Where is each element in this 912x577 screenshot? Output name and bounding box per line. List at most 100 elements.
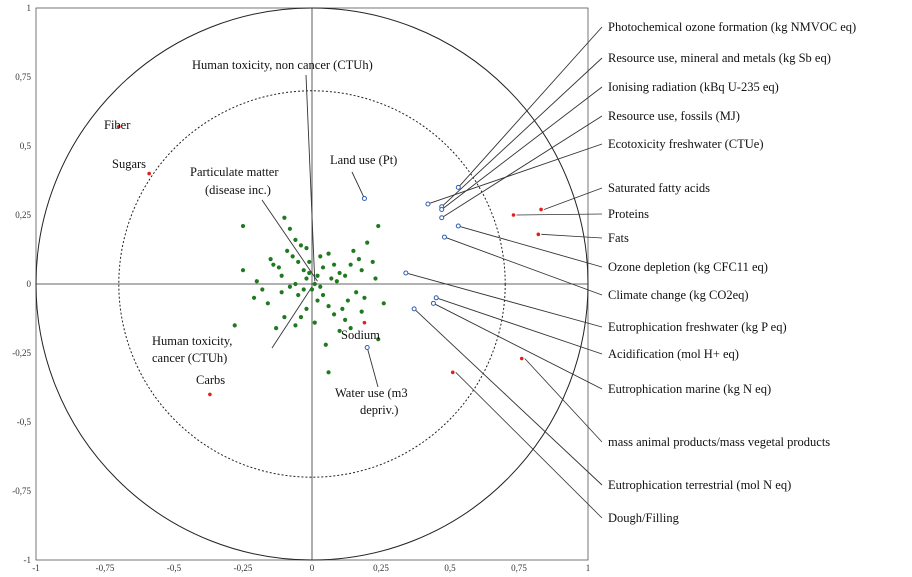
observation-point [348,326,353,331]
observation-point [318,284,323,289]
fats-label: Fats [608,231,629,245]
ionising-radiation-kbq-u-235-eq-vector [441,86,603,210]
eutrophication-terrestrial-mol-n-eq-label: Eutrophication terrestrial (mol N eq) [608,478,791,492]
dough-filling-label: Dough/Filling [608,511,680,525]
observation-point [340,306,345,311]
eutrophication-freshwater-kg-p-eq-point [403,270,409,276]
observation-point [287,284,293,289]
x-tick-label: -0,75 [96,563,115,573]
observation-point [304,306,309,311]
y-tick-label: 0,5 [20,141,32,151]
fiber-label: Fiber [104,118,131,132]
particulate-matter-disease-inc-label-line-2: (disease inc.) [205,183,271,197]
observation-point [240,268,246,273]
eutrophication-terrestrial-mol-n-eq-point [411,306,417,312]
human-toxicity-non-cancer-ctuh-label: Human toxicity, non cancer (CTUh) [192,58,373,72]
human-toxicity-cancer-ctuh-vector [271,286,313,349]
ionising-radiation-kbq-u-235-eq-label: Ionising radiation (kBq U-235 eq) [608,80,779,94]
sugars-point [147,171,151,176]
observation-point [309,287,315,292]
water-use-m3-depriv-point [364,344,370,350]
proteins-leader-line [516,213,603,216]
resource-use-fossils-mj-label: Resource use, fossils (MJ) [608,109,740,123]
resource-use-mineral-and-metals-kg-sb-eq-vector [441,57,603,208]
observation-point [312,281,317,287]
observation-point [343,317,348,322]
observation-point [329,276,334,281]
eutrophication-marine-kg-n-eq-vector [433,302,603,390]
observation-point [376,337,381,342]
y-tick-label: 0,25 [15,210,31,220]
land-use-pt-label: Land use (Pt) [330,153,397,167]
human-toxicity-cancer-ctuh-label-line-1: Human toxicity, [152,334,232,348]
y-tick-label: 0,75 [15,72,31,82]
observation-point [293,323,298,328]
observation-point [376,223,381,229]
fiber-point [117,124,121,129]
observation-point [271,262,276,267]
observation-point [290,254,295,259]
photochemical-ozone-formation-kg-nmvoc-eq-label: Photochemical ozone formation (kg NMVOC … [608,20,856,34]
inner-dashed-circle [118,90,506,478]
observation-point [287,226,293,231]
unit-circle [35,7,589,561]
observation-point [315,273,320,278]
observation-point [326,251,331,256]
water-use-m3-depriv-label-line-2: depriv.) [360,403,398,417]
observation-point [326,370,331,375]
proteins-point [511,213,516,217]
observation-point [298,315,304,320]
observation-point [304,246,309,251]
observation-point [279,290,284,295]
observation-point [348,262,353,267]
eutrophication-freshwater-kg-p-eq-vector [405,272,603,328]
ozone-depletion-kg-cfc11-eq-label: Ozone depletion (kg CFC11 eq) [608,260,768,274]
ecotoxicity-freshwater-ctue-vector [427,143,603,205]
observation-point [354,290,359,295]
y-tick-label: 0 [27,279,32,289]
observation-point [320,292,326,298]
x-tick-label: 0 [310,563,315,573]
fats-leader-line [541,233,603,239]
observation-point [381,301,386,306]
resource-use-fossils-mj-vector [441,115,603,219]
observation-point [298,243,304,248]
observation-point [326,303,331,309]
y-tick-label: -1 [24,555,32,565]
observation-point [285,248,290,253]
observation-point [296,259,301,265]
water-use-m3-depriv-label-line-1: Water use (m3 [335,386,408,400]
sodium-label: Sodium [341,328,380,342]
photochemical-ozone-formation-kg-nmvoc-eq-vector [457,26,603,188]
land-use-pt-vector [351,171,365,199]
observation-point [315,298,320,303]
observation-point [359,268,364,273]
ecotoxicity-freshwater-ctue-label: Ecotoxicity freshwater (CTUe) [608,137,764,151]
observation-point [260,287,265,292]
land-use-pt-point [361,195,367,201]
ecotoxicity-freshwater-ctue-point [425,201,431,207]
eutrophication-marine-kg-n-eq-label: Eutrophication marine (kg N eq) [608,382,771,396]
observation-point [251,295,257,300]
observation-point [276,265,281,270]
observation-point [331,262,337,267]
saturated-fatty-acids-leader-line [543,187,603,210]
y-tick-label: -0,75 [12,486,31,496]
sodium-point [362,320,367,325]
observation-point [282,315,287,320]
water-use-m3-depriv-vector [366,347,379,388]
observation-point [362,295,367,300]
mass-animal-products-mass-vegetal-products-label: mass animal products/mass vegetal produc… [608,435,830,449]
observation-point [359,309,364,314]
observation-point [337,270,342,276]
observation-point [373,276,378,281]
human-toxicity-cancer-ctuh-label-line-2: cancer (CTUh) [152,351,227,365]
x-tick-label: -0,5 [167,563,182,573]
observation-point [334,279,339,284]
y-tick-label: 1 [27,3,32,13]
observation-point [343,273,348,278]
observation-point [296,292,301,298]
eutrophication-freshwater-kg-p-eq-label: Eutrophication freshwater (kg P eq) [608,320,787,334]
